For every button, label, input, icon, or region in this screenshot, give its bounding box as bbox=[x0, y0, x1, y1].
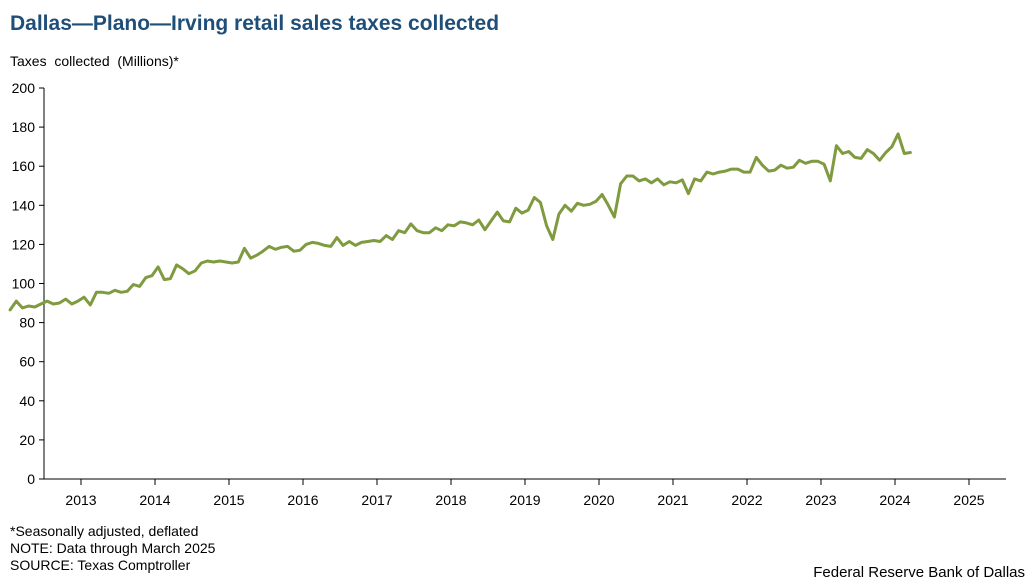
x-ticks: 2013 2014 2015 2016 2017 2018 2019 2020 2021 2022… bbox=[65, 479, 985, 508]
x-tick-label: 2016 bbox=[287, 492, 318, 508]
y-tick-label: 140 bbox=[12, 197, 36, 213]
x-tick-label: 2017 bbox=[361, 492, 392, 508]
credit: Federal Reserve Bank of Dallas bbox=[813, 564, 1025, 581]
x-tick-label: 2021 bbox=[657, 492, 688, 508]
y-tick-label: 180 bbox=[12, 119, 36, 135]
note-source: SOURCE: Texas Comptroller bbox=[10, 557, 191, 573]
y-tick-label: 40 bbox=[19, 393, 35, 409]
y-ticks: 0 20 40 60 80 100 120 140 160 180 200 bbox=[12, 80, 44, 487]
y-tick-label: 80 bbox=[19, 315, 35, 331]
x-tick-label: 2023 bbox=[805, 492, 836, 508]
x-tick-label: 2020 bbox=[583, 492, 614, 508]
y-tick-label: 200 bbox=[12, 80, 36, 96]
x-tick-label: 2015 bbox=[213, 492, 244, 508]
chart-title: Dallas—Plano—Irving retail sales taxes c… bbox=[10, 12, 500, 35]
y-tick-label: 160 bbox=[12, 158, 36, 174]
y-axis-label: Taxes collected (Millions)* bbox=[10, 53, 179, 69]
x-tick-label: 2013 bbox=[65, 492, 96, 508]
y-tick-label: 60 bbox=[19, 354, 35, 370]
x-tick-label: 2018 bbox=[435, 492, 466, 508]
x-tick-label: 2014 bbox=[139, 492, 170, 508]
y-tick-label: 100 bbox=[12, 276, 36, 292]
y-tick-label: 0 bbox=[27, 471, 35, 487]
axes bbox=[43, 88, 1006, 480]
x-tick-label: 2024 bbox=[879, 492, 910, 508]
x-tick-label: 2022 bbox=[731, 492, 762, 508]
note-seasonal: *Seasonally adjusted, deflated bbox=[10, 523, 199, 539]
series-line-0 bbox=[8, 132, 912, 312]
y-tick-label: 20 bbox=[19, 432, 35, 448]
x-tick-label: 2025 bbox=[953, 492, 984, 508]
note-data-through: NOTE: Data through March 2025 bbox=[10, 540, 216, 556]
series-group bbox=[8, 132, 912, 312]
x-tick-label: 2019 bbox=[509, 492, 540, 508]
chart-notes: *Seasonally adjusted, deflated NOTE: Dat… bbox=[10, 523, 215, 574]
y-tick-label: 120 bbox=[12, 236, 36, 252]
